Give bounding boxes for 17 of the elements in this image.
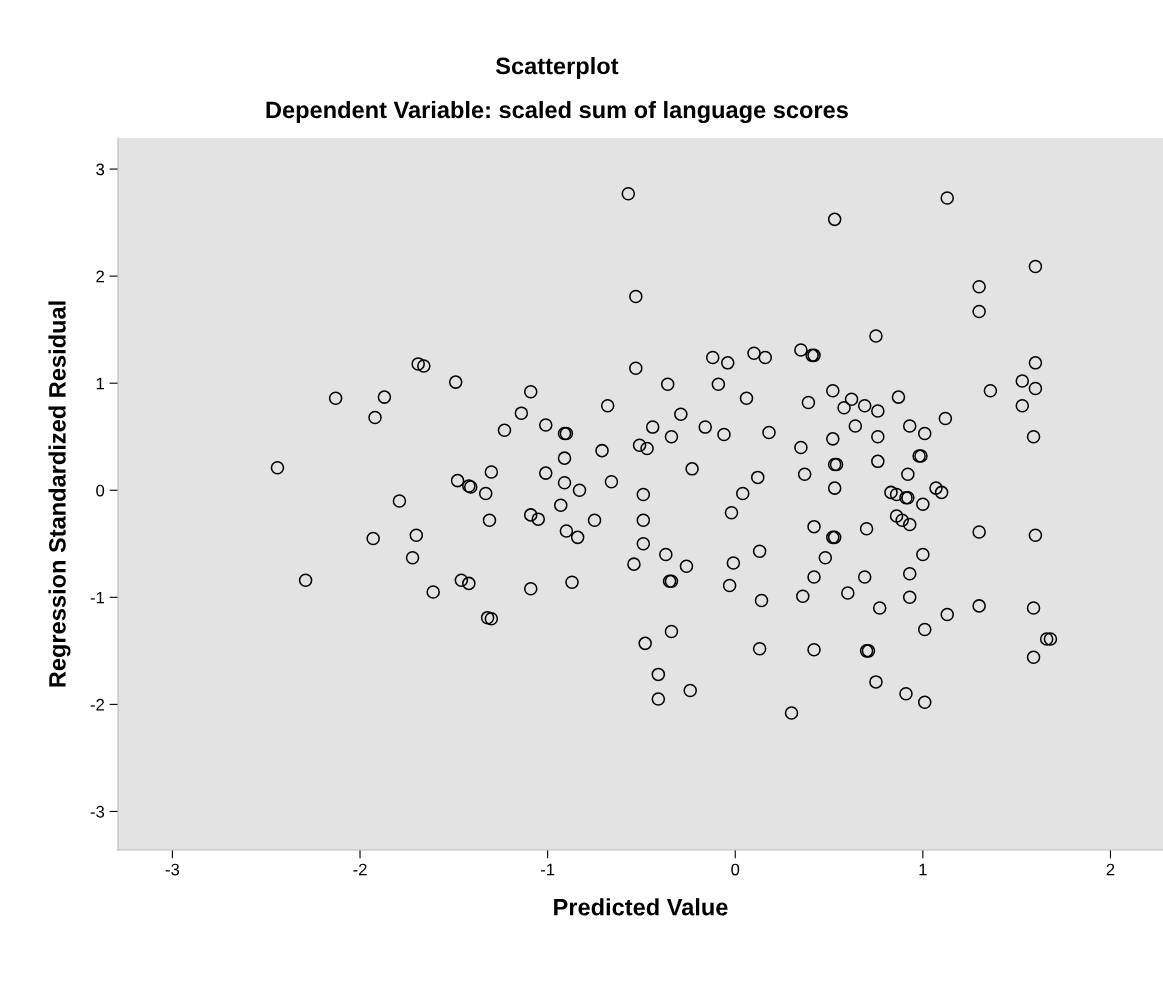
x-tick-label: 1 bbox=[919, 863, 927, 876]
y-tick-label: 2 bbox=[96, 270, 104, 283]
y-tick-label: 1 bbox=[96, 377, 104, 390]
x-tick-label: -2 bbox=[353, 863, 367, 876]
chart-subtitle: Dependent Variable: scaled sum of language scores bbox=[266, 100, 848, 124]
x-tick-label: -1 bbox=[540, 863, 555, 876]
x-tick-label: -3 bbox=[165, 863, 180, 876]
y-tick-label: 0 bbox=[96, 484, 105, 497]
x-tick-label: 2 bbox=[1106, 863, 1115, 876]
y-tick-label: -3 bbox=[90, 805, 105, 818]
x-axis-title: Predicted Value bbox=[554, 898, 728, 916]
chart-title: Scatterplot bbox=[495, 57, 619, 79]
y-tick-label: -1 bbox=[90, 591, 104, 604]
y-axis-title: Regression Standardized Residual bbox=[48, 301, 71, 687]
y-tick-label: -2 bbox=[90, 698, 104, 711]
x-tick-label: 0 bbox=[731, 863, 740, 876]
y-tick-label: 3 bbox=[96, 163, 105, 176]
